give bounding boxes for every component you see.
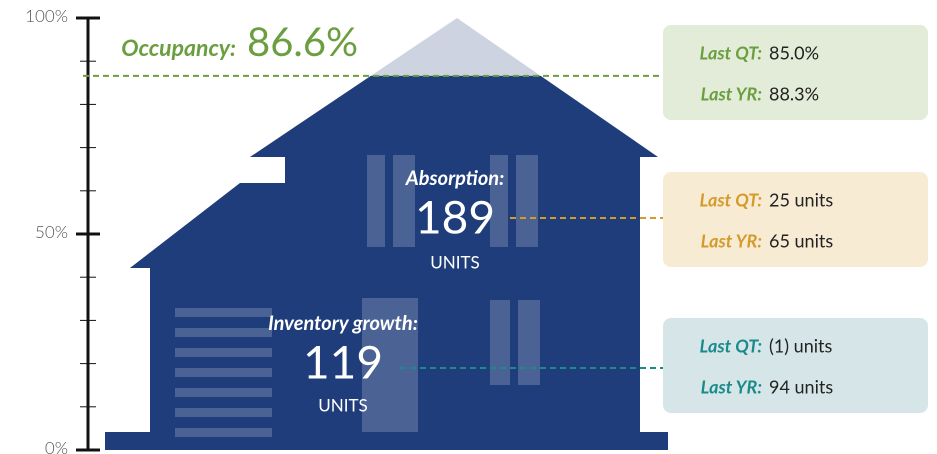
garage-slat: [175, 408, 272, 417]
comparison-name: Last QT:: [700, 42, 762, 64]
window: [393, 155, 415, 247]
comparison-value: 85.0%: [769, 42, 819, 64]
garage-slat: [175, 388, 272, 397]
comparison-value: (1) units: [769, 335, 833, 357]
garage-slat: [175, 328, 272, 337]
comparison-name: Last YR:: [701, 83, 762, 105]
window: [516, 155, 538, 247]
comparison-name: Last QT:: [700, 189, 762, 211]
window: [490, 300, 510, 385]
comparison-value: 94 units: [769, 376, 833, 398]
comparison-name: Last YR:: [701, 230, 762, 252]
garage-slat: [175, 368, 272, 377]
comparison-box: [663, 25, 928, 120]
metric-value: 189: [415, 189, 495, 244]
y-tick-label: 100%: [25, 5, 68, 26]
garage-slat: [175, 308, 272, 317]
house-fill: [105, 75, 668, 450]
metric-name: Occupancy:: [121, 33, 236, 61]
window: [518, 300, 540, 385]
window: [490, 155, 508, 247]
comparison-box: [663, 318, 928, 413]
comparison-value: 65 units: [769, 230, 833, 252]
metric-value: 119: [303, 334, 383, 389]
metric-name: Inventory growth:: [268, 311, 418, 335]
window: [362, 298, 418, 432]
metric-value: 86.6%: [247, 17, 358, 65]
metric-name: Absorption:: [405, 166, 505, 190]
metric-unit: UNITS: [430, 251, 479, 272]
comparison-value: 25 units: [769, 189, 833, 211]
comparison-value: 88.3%: [769, 83, 819, 105]
comparison-box: [663, 172, 928, 267]
garage-slat: [175, 428, 272, 437]
y-tick-label: 50%: [35, 221, 68, 242]
y-tick-label: 0%: [45, 437, 68, 454]
comparison-name: Last QT:: [700, 335, 762, 357]
metric-unit: UNITS: [318, 394, 367, 415]
comparison-name: Last YR:: [701, 376, 762, 398]
window: [367, 155, 385, 247]
garage-slat: [175, 348, 272, 357]
